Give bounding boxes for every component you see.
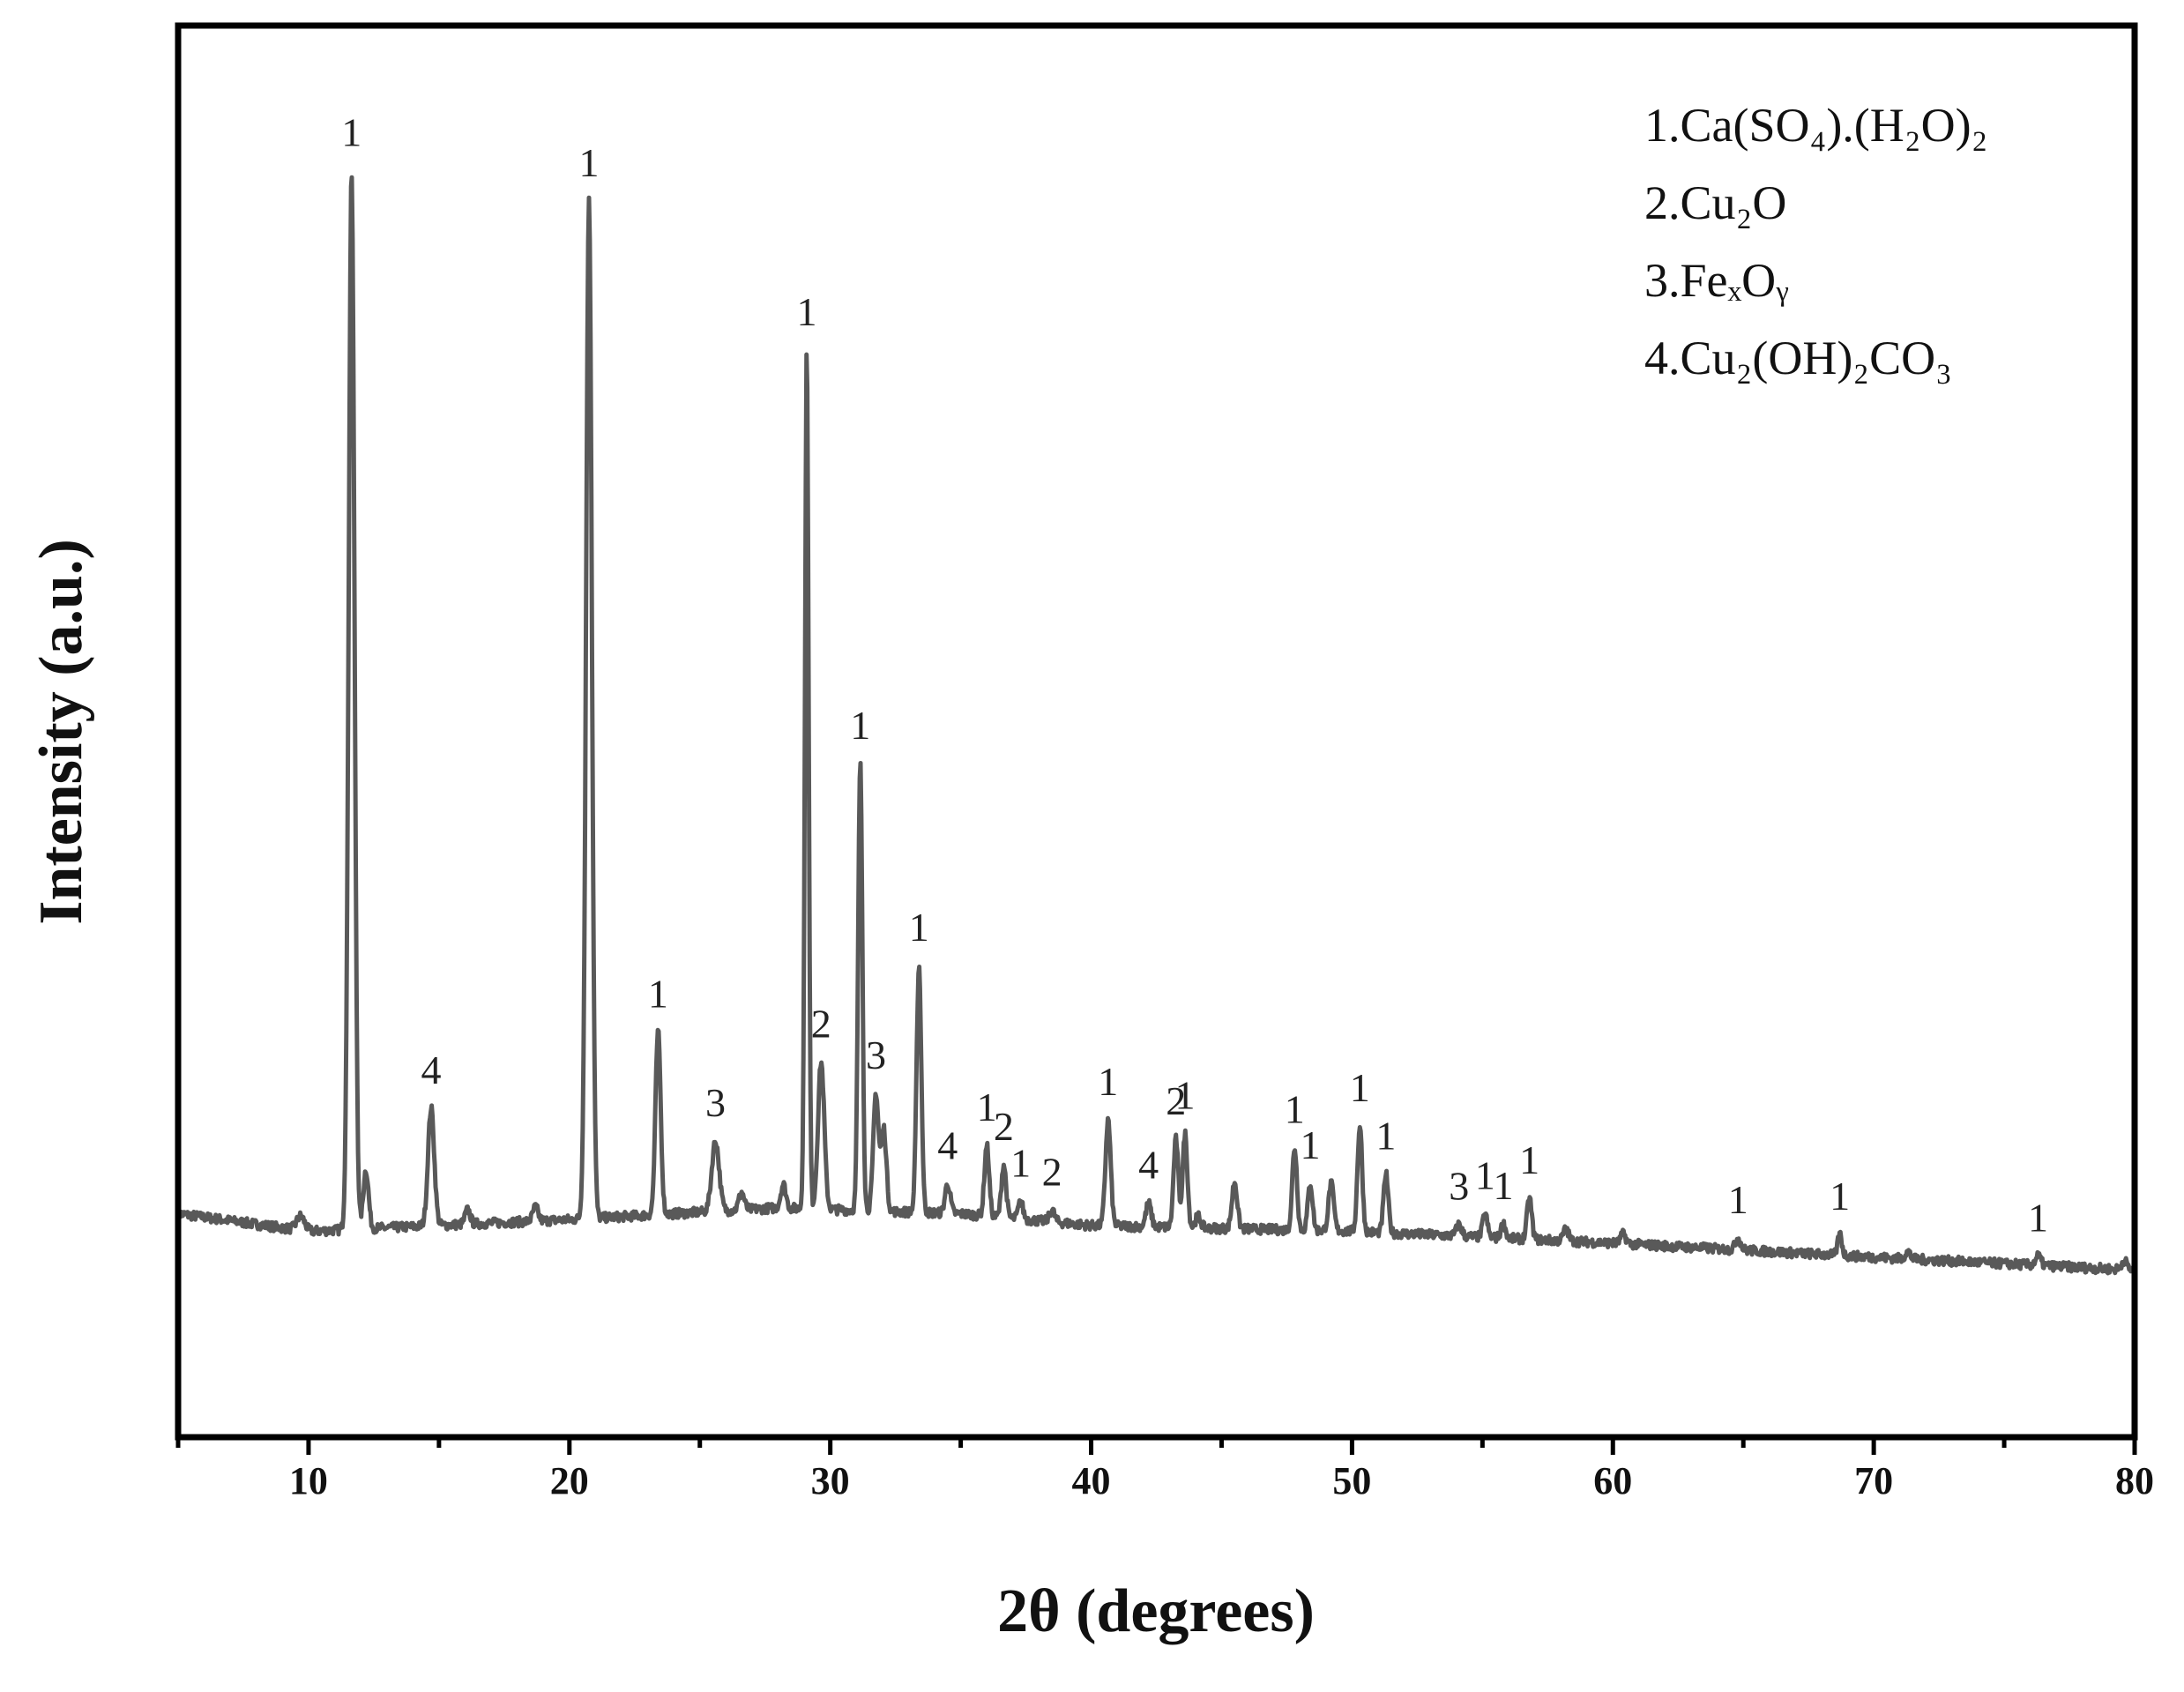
peak-label: 1	[1494, 1163, 1514, 1208]
peak-label: 1	[1010, 1141, 1031, 1186]
x-tick-label: 10	[289, 1459, 328, 1502]
peak-label: 4	[937, 1123, 958, 1168]
peak-label: 1	[850, 703, 870, 748]
peak-label: 1	[578, 140, 599, 185]
peak-label: 3	[1449, 1164, 1469, 1209]
x-tick-label: 30	[811, 1459, 850, 1502]
peak-label: 2	[811, 1002, 831, 1047]
x-tick-label: 20	[550, 1459, 589, 1502]
x-tick-label: 60	[1593, 1459, 1632, 1502]
x-axis-ticks: 10 20 30 40 50 60 70 80	[175, 1437, 2154, 1502]
x-axis-title: 2θ (degrees)	[997, 1577, 1315, 1645]
legend-entry: 2.Cu₂O	[1644, 176, 1786, 229]
peak-label: 3	[705, 1080, 726, 1125]
peak-label: 1	[341, 110, 362, 155]
x-tick-label: 40	[1072, 1459, 1111, 1502]
peak-label: 2	[1042, 1149, 1062, 1194]
peak-label: 1	[2028, 1195, 2048, 1240]
peak-label: 1	[1475, 1153, 1495, 1198]
peak-label: 4	[421, 1047, 441, 1092]
legend-entry: 4.Cu₂(OH)₂CO₃	[1644, 332, 1952, 384]
peak-label: 1	[1830, 1174, 1850, 1219]
legend: 1.Ca(SO₄).(H₂O)₂ 2.Cu₂O 3.FeₓOᵧ 4.Cu₂(OH)₂C…	[1644, 99, 1987, 384]
legend-entry: 3.FeₓOᵧ	[1644, 254, 1788, 307]
peak-label: 2	[1166, 1078, 1186, 1123]
peak-label: 3	[866, 1032, 886, 1077]
peak-label: 1	[1350, 1065, 1370, 1110]
x-tick-label: 70	[1854, 1459, 1893, 1502]
peak-label: 1	[1175, 1073, 1196, 1118]
peak-label: 1	[1301, 1122, 1321, 1167]
peak-label: 1	[648, 972, 668, 1017]
plot-frame	[175, 22, 2138, 1441]
peak-label: 2	[994, 1104, 1014, 1149]
peak-label: 1	[909, 905, 929, 950]
peak-label: 1	[1519, 1137, 1539, 1182]
peak-label: 1	[797, 289, 817, 334]
peak-label: 1	[977, 1085, 997, 1129]
peak-label: 1	[1285, 1087, 1305, 1132]
x-tick-label: 50	[1332, 1459, 1371, 1502]
peak-label: 1	[1375, 1114, 1396, 1159]
x-tick-label: 80	[2115, 1459, 2154, 1502]
legend-entry: 1.Ca(SO₄).(H₂O)₂	[1644, 99, 1987, 152]
xrd-pattern-line	[175, 175, 2137, 1276]
y-axis-title: Intensity (a.u.)	[27, 539, 95, 925]
peak-label: 4	[1138, 1143, 1159, 1188]
peak-label: 1	[1098, 1059, 1118, 1104]
peak-label: 1	[1728, 1177, 1748, 1222]
